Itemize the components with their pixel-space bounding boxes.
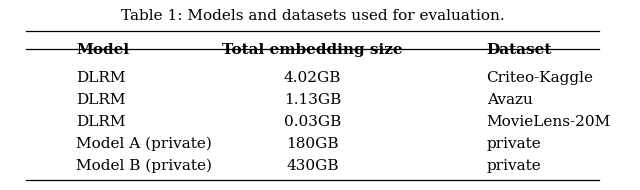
Text: DLRM: DLRM [76,93,125,107]
Text: DLRM: DLRM [76,71,125,85]
Text: Table 1: Models and datasets used for evaluation.: Table 1: Models and datasets used for ev… [120,9,504,23]
Text: Model A (private): Model A (private) [76,137,212,151]
Text: 180GB: 180GB [286,137,339,151]
Text: DLRM: DLRM [76,115,125,129]
Text: Model B (private): Model B (private) [76,159,212,173]
Text: Dataset: Dataset [486,43,552,57]
Text: private: private [486,137,541,151]
Text: 430GB: 430GB [286,159,339,173]
Text: Avazu: Avazu [486,93,532,107]
Text: 4.02GB: 4.02GB [284,71,341,85]
Text: 1.13GB: 1.13GB [284,93,341,107]
Text: MovieLens-20M: MovieLens-20M [486,115,611,129]
Text: Total embedding size: Total embedding size [222,43,403,57]
Text: private: private [486,159,541,173]
Text: 0.03GB: 0.03GB [284,115,341,129]
Text: Criteo-Kaggle: Criteo-Kaggle [486,71,594,85]
Text: Model: Model [76,43,129,57]
